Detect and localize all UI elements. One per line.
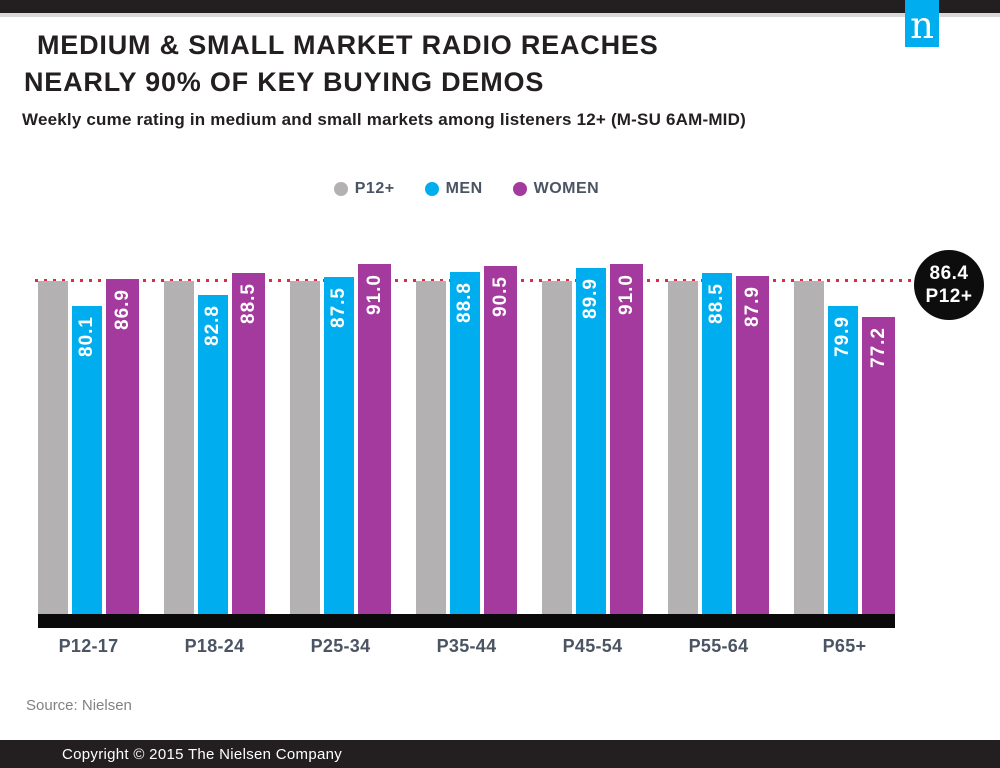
category-label-p18-24: P18-24 [184,636,245,656]
bar-group-p55-64: 88.5 87.9 [668,273,769,614]
bar-women-p25-34: 91.0 [358,263,391,614]
page-title: MEDIUM & SMALL MARKET RADIO REACHES NEAR… [24,27,784,101]
legend-dot-icon [333,182,348,196]
bar-value-label: 89.9 [580,277,601,319]
bar-value-label: 91.0 [363,273,385,315]
legend-dot-icon [512,182,527,196]
category-label-p35-44: P35-44 [436,636,497,656]
bar-men-p65+: 79.9 [828,306,858,614]
bar-value-label: 79.9 [832,316,853,358]
bar-men-p55-64: 88.5 [702,273,732,614]
category-axis-labels: P12-17 P18-24 P25-34 P35-44 P45-54 P55-64 P65+ [38,636,895,657]
bar-value-label: 77.2 [867,326,889,368]
bar-group-p35-44: 88.8 90.5 [416,265,517,614]
legend-label: WOMEN [533,180,600,197]
bar-women-p55-64: 87.9 [736,275,769,614]
bar-p12-p35-44 [416,281,446,614]
bar-women-p18-24: 88.5 [232,273,265,614]
bar-value-label: 88.5 [237,283,259,325]
bar-value-label: 90.5 [489,275,511,317]
bar-men-p18-24: 82.8 [198,295,228,614]
bar-group-p12-17: 80.1 86.9 [38,279,139,614]
badge-label: P12+ [925,286,973,307]
bar-value-label: 86.9 [111,289,133,331]
bar-value-label: 82.8 [202,305,223,347]
source-note: Source: Nielsen [26,697,132,714]
bar-women-p12-17: 86.9 [106,279,139,614]
chart-subtitle: Weekly cume rating in medium and small m… [22,110,746,129]
reference-value-badge: 86.4 P12+ [914,250,984,320]
bar-women-p65+: 77.2 [862,316,895,614]
category-label-p25-34: P25-34 [310,636,371,656]
plot-area: 80.1 86.9 82.8 88.5 87.5 91.0 88.8 90.5 89.9 91.0… [38,249,895,614]
category-label-p65+: P65+ [822,636,867,656]
bar-value-label: 87.5 [328,287,349,329]
legend-dot-icon [424,182,439,196]
bar-men-p35-44: 88.8 [450,272,480,614]
bar-value-label: 87.9 [741,285,763,327]
bar-men-p25-34: 87.5 [324,277,354,614]
bar-p12-p18-24 [164,281,194,614]
bar-group-p25-34: 87.5 91.0 [290,263,391,614]
legend-item-men: MEN [424,180,483,198]
nielsen-logo-letter: n [910,4,934,47]
nielsen-logo: n [905,0,939,47]
bar-p12-p55-64 [668,281,698,614]
bar-group-p65+: 79.9 77.2 [794,281,895,614]
copyright-text: Copyright © 2015 The Nielsen Company [62,745,343,763]
bar-value-label: 80.1 [76,315,97,357]
bar-value-label: 88.8 [454,282,475,324]
bar-women-p45-54: 91.0 [610,263,643,614]
title-line-2: NEARLY 90% OF KEY BUYING DEMOS [24,67,545,97]
legend-item-p12: P12+ [333,180,395,198]
category-label-p45-54: P45-54 [562,636,623,656]
top-separator-line [0,13,1000,17]
bottom-black-bar: Copyright © 2015 The Nielsen Company [0,740,1000,768]
bar-value-label: 91.0 [615,273,637,315]
bar-group-p18-24: 82.8 88.5 [164,273,265,614]
bar-p12-p65+ [794,281,824,614]
badge-value: 86.4 [929,263,969,284]
chart-legend: P12+ MEN WOMEN [38,180,895,198]
bar-group-p45-54: 89.9 91.0 [542,263,643,614]
bar-men-p45-54: 89.9 [576,267,606,614]
bar-value-label: 88.5 [706,283,727,325]
bar-p12-p45-54 [542,281,572,614]
bar-men-p12-17: 80.1 [72,305,102,614]
category-label-p55-64: P55-64 [688,636,749,656]
legend-label: MEN [445,180,483,197]
legend-label: P12+ [354,180,395,197]
top-black-bar [0,0,1000,13]
legend-item-women: WOMEN [512,180,600,198]
title-line-1: MEDIUM & SMALL MARKET RADIO REACHES [37,30,659,60]
x-axis-bar [38,614,895,628]
category-label-p12-17: P12-17 [58,636,119,656]
bar-p12-p12-17 [38,281,68,614]
bar-p12-p25-34 [290,281,320,614]
bar-women-p35-44: 90.5 [484,265,517,614]
